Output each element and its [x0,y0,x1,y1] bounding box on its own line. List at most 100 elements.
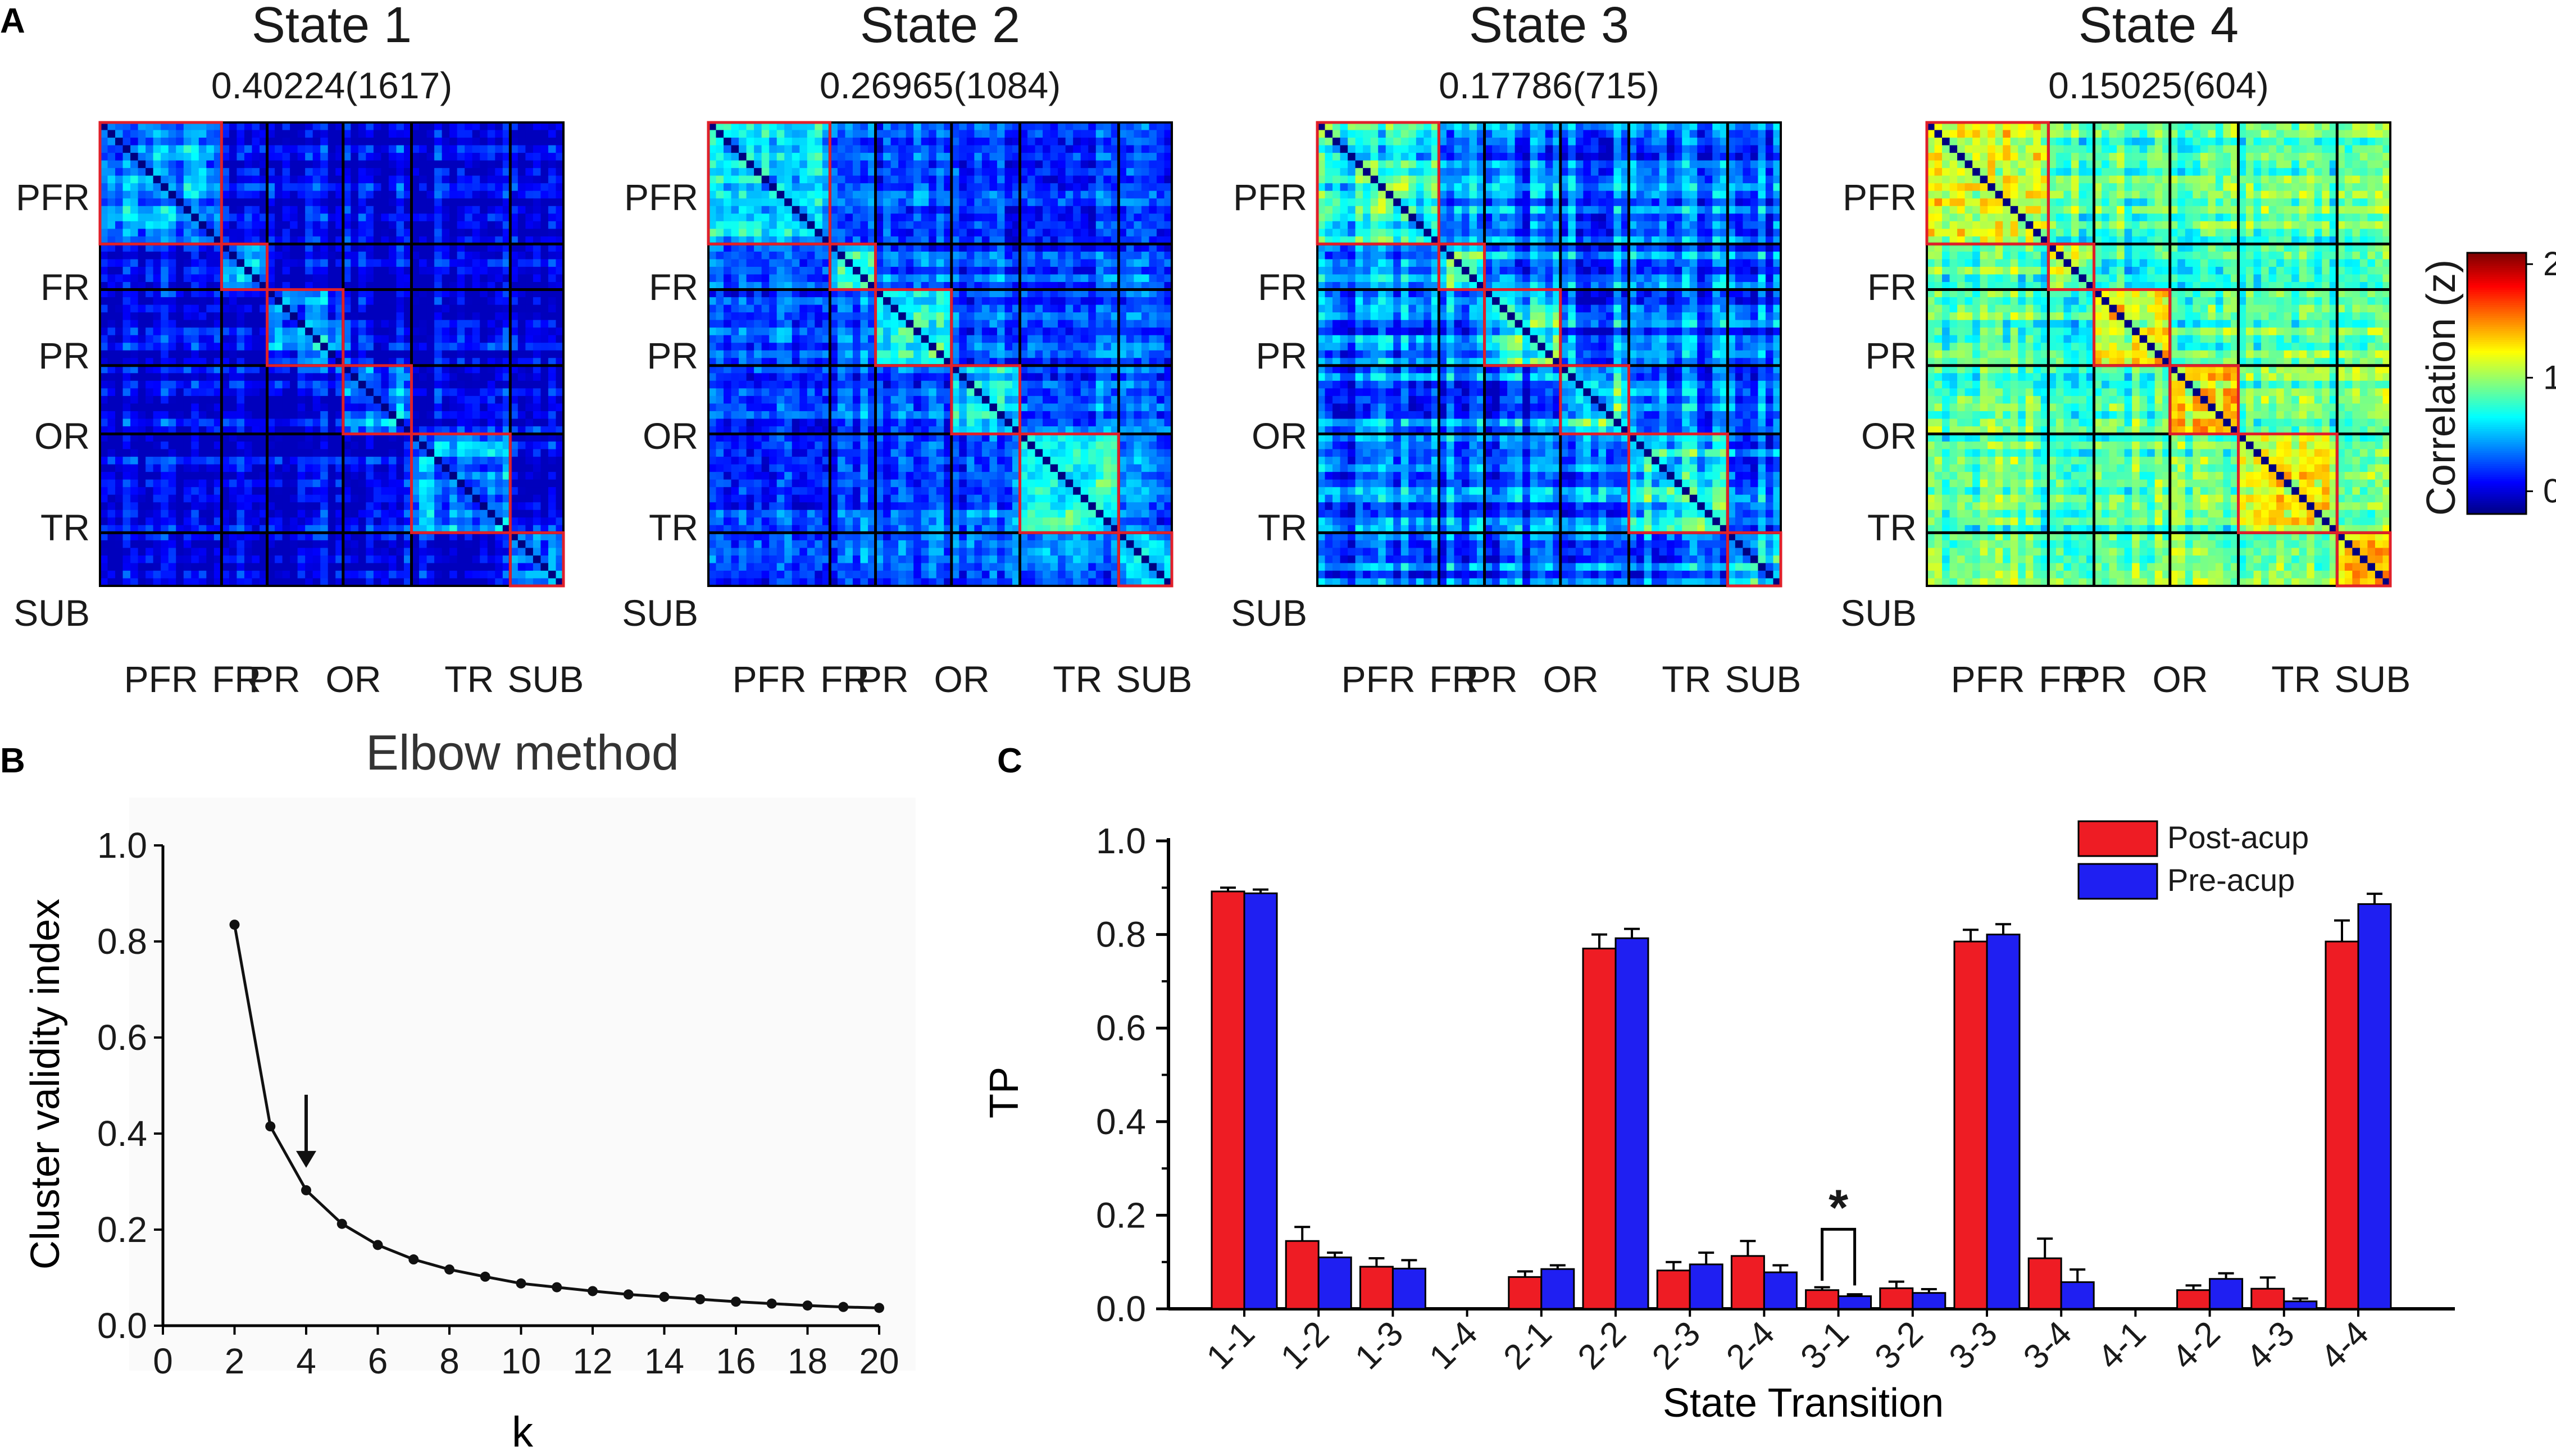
matrix-cell [115,183,124,192]
matrix-cell [442,388,450,397]
matrix-cell [754,479,762,488]
matrix-cell [525,494,534,503]
matrix-cell [769,213,777,222]
matrix-cell [860,206,868,214]
matrix-cell [556,426,564,435]
matrix-cell [716,494,724,503]
matrix-cell [366,365,374,374]
matrix-cell [320,563,329,571]
matrix-cell [739,206,747,214]
matrix-cell [472,563,480,571]
matrix-cell [328,320,336,328]
matrix-cell [989,153,998,161]
matrix-cell [138,122,146,131]
matrix-cell [525,449,534,457]
matrix-cell [244,380,253,389]
matrix-cell [138,251,146,260]
matrix-cell [366,411,374,420]
matrix-cell [305,403,313,412]
matrix-cell [556,304,564,313]
matrix-cell [260,411,268,420]
matrix-cell [168,206,176,214]
matrix-cell [153,358,161,366]
col-label-pfr: PFR [124,658,198,700]
matrix-cell [206,190,215,199]
matrix-cell [533,479,542,488]
matrix-cell [198,130,207,138]
matrix-cell [548,229,557,237]
matrix-cell [373,395,382,404]
matrix-cell [403,206,412,214]
matrix-cell [396,236,404,244]
matrix-cell [799,175,808,184]
matrix-cell [556,494,564,503]
matrix-cell [351,449,359,457]
module-box-fr [220,242,269,292]
matrix-cell [495,411,503,420]
matrix-cell [761,464,770,472]
matrix-cell [328,411,336,420]
matrix-cell [411,380,420,389]
matrix-cell [442,395,450,404]
matrix-cell [419,525,427,533]
matrix-cell [312,533,321,541]
matrix-cell [966,198,975,207]
matrix-cell [122,343,131,351]
matrix-cell [107,411,116,420]
matrix-cell [556,327,564,336]
matrix-cell [457,304,465,313]
matrix-cell [1088,168,1097,176]
matrix-cell [312,434,321,442]
matrix-cell [229,517,238,526]
matrix-cell [161,190,169,199]
matrix-cell [366,304,374,313]
matrix-cell [966,183,975,192]
matrix-cell [260,487,268,495]
matrix-cell [213,442,222,450]
matrix-cell [556,153,564,161]
matrix-cell [115,457,124,465]
matrix-cell [449,403,458,412]
matrix-cell [130,395,139,404]
matrix-cell [297,487,306,495]
matrix-cell [130,509,139,518]
matrix-cell [708,380,717,389]
matrix-cell [906,183,914,192]
matrix-cell [107,244,116,252]
matrix-cell [776,380,785,389]
matrix-cell [366,548,374,556]
matrix-cell [373,145,382,153]
matrix-cell [731,540,739,548]
matrix-cell [487,403,495,412]
matrix-cell [168,380,176,389]
matrix-cell [260,251,268,260]
matrix-cell [754,183,762,192]
matrix-cell [1134,160,1142,169]
matrix-cell [130,122,139,131]
matrix-cell [799,190,808,199]
matrix-cell [426,138,435,146]
matrix-cell [426,320,435,328]
matrix-cell [373,563,382,571]
matrix-cell [533,494,542,503]
matrix-cell [403,434,412,442]
matrix-cell [153,494,161,503]
matrix-cell [465,236,473,244]
matrix-cell [1012,122,1021,131]
matrix-cell [229,274,238,283]
matrix-cell [739,563,747,571]
matrix-cell [502,213,511,222]
matrix-cell [305,487,313,495]
matrix-cell [328,236,336,244]
matrix-cell [351,251,359,260]
matrix-cell [388,350,397,358]
matrix-cell [457,365,465,374]
matrix-cell [168,365,176,374]
matrix-cell [403,221,412,229]
matrix-cell [388,472,397,480]
matrix-cell [282,343,290,351]
matrix-cell [183,548,192,556]
matrix-cell [754,320,762,328]
matrix-cell [1073,183,1081,192]
matrix-cell [959,145,967,153]
